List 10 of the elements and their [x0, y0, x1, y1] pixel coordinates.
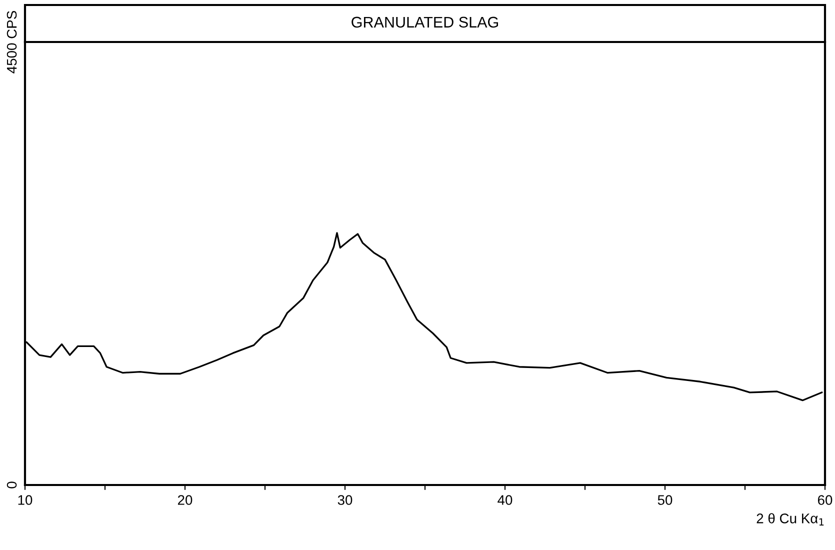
- x-tick-label: 50: [658, 495, 672, 505]
- y-tick-label: 0: [6, 482, 17, 488]
- x-tick-label: 10: [18, 495, 32, 505]
- chart-title: GRANULATED SLAG: [352, 16, 498, 28]
- x-tick-label: 20: [178, 495, 192, 505]
- x-tick-label: 30: [338, 495, 352, 505]
- x-axis-title: 2 θ Cu Kα$_{1}$: [756, 513, 824, 526]
- y-tick-label: 4500 CPS: [6, 10, 17, 74]
- x-tick-label: 40: [498, 495, 512, 505]
- x-tick-label: 60: [818, 495, 832, 505]
